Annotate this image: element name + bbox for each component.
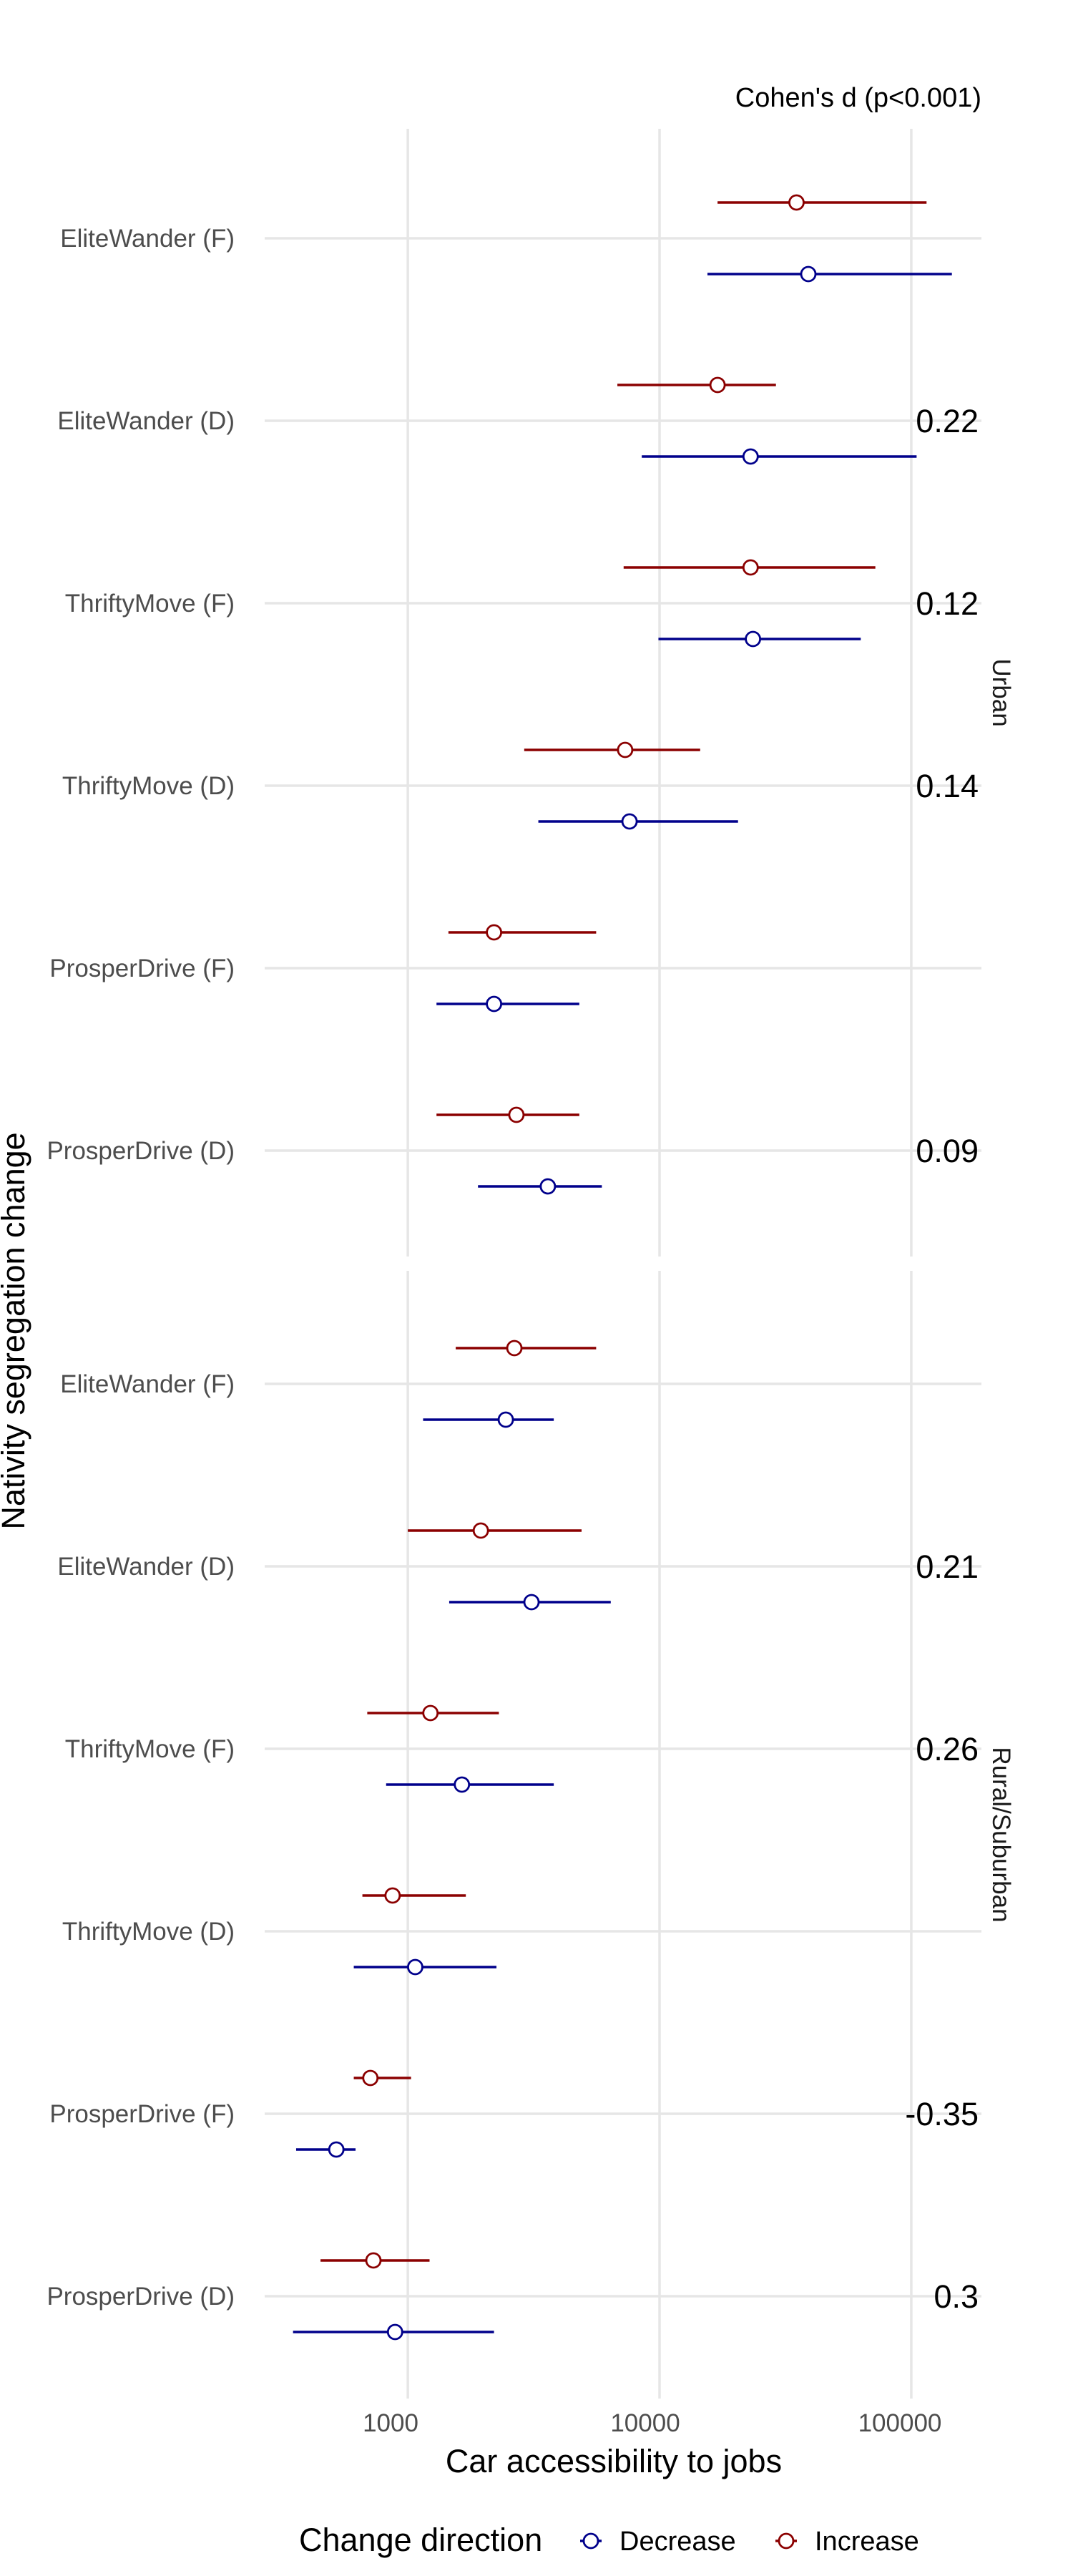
y-tick-label: ProsperDrive (F) — [49, 955, 235, 982]
data-point — [472, 1522, 489, 1539]
chart-panels: EliteWander (F) EliteWander (D) 0.22 Thrift… — [46, 129, 1015, 2399]
cohen-d-label: -0.35 — [905, 2096, 979, 2132]
cohen-d-label: 0.22 — [916, 403, 979, 439]
data-point — [788, 194, 805, 211]
data-point — [362, 2069, 379, 2087]
data-point — [384, 1887, 401, 1904]
data-point — [523, 1594, 540, 1611]
y-axis-title: Nativity segregation change — [0, 1132, 31, 1529]
data-point — [742, 448, 759, 465]
x-tick-label: 100000 — [858, 2409, 942, 2437]
panel-strip-label: Rural/Suburban — [987, 1747, 1015, 1922]
data-point — [386, 2323, 403, 2341]
data-point — [621, 813, 638, 830]
y-tick-label: ThriftyMove (F) — [65, 590, 235, 618]
legend-key-marker — [778, 2532, 795, 2550]
panel-1: EliteWander (F) EliteWander (D) 0.21 Thrift… — [46, 1271, 1015, 2399]
x-tick-label: 10000 — [610, 2409, 680, 2437]
y-tick-label: ThriftyMove (F) — [65, 1735, 235, 1763]
legend-title: Change direction — [299, 2522, 542, 2558]
cohen-d-label: 0.26 — [916, 1731, 979, 1767]
legend-item: Decrease — [580, 2527, 736, 2557]
data-point — [506, 1340, 523, 1357]
data-point — [454, 1776, 471, 1793]
y-tick-label: EliteWander (F) — [60, 1370, 235, 1398]
legend-label: Decrease — [619, 2527, 736, 2557]
x-tick-label: 1000 — [363, 2409, 418, 2437]
y-tick-label: ThriftyMove (D) — [62, 1918, 235, 1946]
legend-key-marker — [582, 2532, 599, 2550]
data-point — [709, 376, 726, 394]
legend-item: Increase — [775, 2527, 919, 2557]
cohen-d-label: 0.12 — [916, 585, 979, 622]
data-point — [407, 1958, 423, 1976]
y-tick-label: EliteWander (D) — [57, 1553, 235, 1581]
cohen-d-label: 0.14 — [916, 768, 979, 804]
data-point — [328, 2141, 345, 2158]
y-tick-label: ProsperDrive (F) — [49, 2100, 235, 2128]
panel-0: EliteWander (F) EliteWander (D) 0.22 Thrift… — [46, 129, 1015, 1257]
cohen-d-label: 0.21 — [916, 1548, 979, 1585]
data-point — [365, 2252, 382, 2269]
panel-strip-label: Urban — [987, 658, 1015, 726]
legend-label: Increase — [815, 2527, 919, 2557]
x-axis: 1000 10000 100000 — [363, 2409, 941, 2437]
y-tick-label: EliteWander (D) — [57, 407, 235, 435]
cohen-header: Cohen's d (p<0.001) — [735, 83, 981, 113]
data-point — [539, 1178, 557, 1195]
cohen-d-label: 0.3 — [934, 2278, 979, 2315]
data-point — [617, 741, 634, 758]
legend: Change direction Decrease Increase — [299, 2522, 919, 2558]
cohen-d-label: 0.09 — [916, 1133, 979, 1169]
y-tick-label: ProsperDrive (D) — [46, 2283, 235, 2311]
data-point — [486, 924, 503, 941]
y-tick-label: EliteWander (F) — [60, 225, 235, 253]
data-point — [497, 1411, 514, 1428]
y-tick-label: ThriftyMove (D) — [62, 772, 235, 800]
x-axis-title: Car accessibility to jobs — [446, 2443, 782, 2479]
data-point — [486, 995, 503, 1013]
y-tick-label: ProsperDrive (D) — [46, 1137, 235, 1165]
data-point — [508, 1106, 525, 1123]
data-point — [742, 559, 759, 576]
data-point — [422, 1704, 439, 1722]
data-point — [800, 265, 817, 283]
data-point — [745, 630, 761, 648]
